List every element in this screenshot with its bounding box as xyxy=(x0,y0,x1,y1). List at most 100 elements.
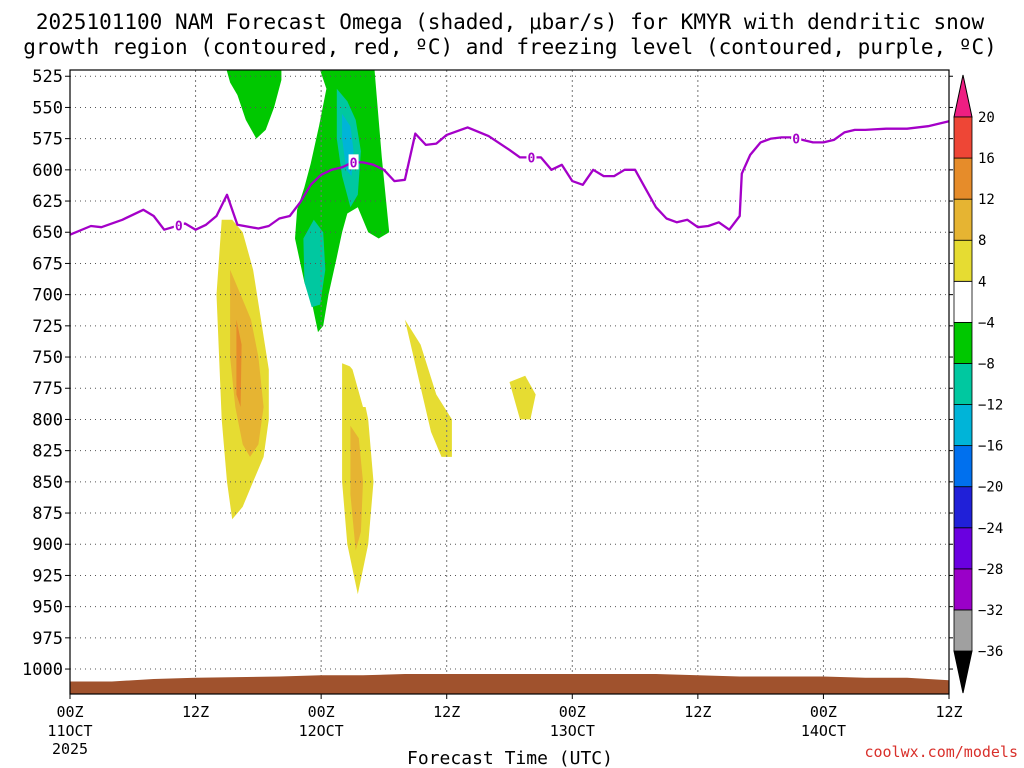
omega-region-20 xyxy=(226,70,282,139)
colorbar: −36 −32 −28 −24 −20 −16 −12 −8 −4 4 8 12 16 20 xyxy=(953,74,1003,694)
freezing-level-label-2: 0 xyxy=(528,151,536,166)
colorbar-label--8: −8 xyxy=(978,356,995,372)
xtick-date-0: 11OCT xyxy=(47,722,92,740)
ytick-label-900: 900 xyxy=(32,535,63,555)
ytick-label-575: 575 xyxy=(32,130,63,150)
x-axis-label: Forecast Time (UTC) xyxy=(407,748,613,768)
chart-title-line-1: 2025101100 NAM Forecast Omega (shaded, μ… xyxy=(36,10,985,34)
ytick-label-775: 775 xyxy=(32,379,63,399)
colorbar-bin--28--24 xyxy=(953,527,973,570)
chart-title-line-2: growth region (contoured, red, ºC) and f… xyxy=(23,35,997,59)
omega-region-9 xyxy=(710,70,717,289)
freezing-level-layer: 0 0 0 0 xyxy=(69,120,950,236)
omega-region-1 xyxy=(122,132,196,220)
xtick-label-0: 00Z xyxy=(56,703,83,721)
ytick-label-725: 725 xyxy=(32,317,63,337)
ytick-label-550: 550 xyxy=(32,98,63,118)
ytick-label-600: 600 xyxy=(32,161,63,181)
xtick-label-60: 12Z xyxy=(684,703,711,721)
ytick-label-750: 750 xyxy=(32,348,63,368)
colorbar-label--20: −20 xyxy=(978,480,1003,496)
colorbar-label-16: 16 xyxy=(978,151,995,167)
colorbar-bin--16--12 xyxy=(953,404,973,447)
colorbar-label--28: −28 xyxy=(978,562,1003,578)
xtick-date-48: 13OCT xyxy=(550,722,595,740)
freezing-level-label-3: 0 xyxy=(792,132,800,147)
omega-region-6 xyxy=(446,481,463,557)
omega-region-18 xyxy=(300,232,405,407)
omega-region-17 xyxy=(227,101,306,220)
ytick-label-950: 950 xyxy=(32,598,63,618)
terrain-layer xyxy=(70,674,949,694)
omega-region-0 xyxy=(121,76,186,139)
colorbar-bin--20--16 xyxy=(953,445,973,488)
ytick-label-700: 700 xyxy=(32,286,63,306)
omega-region-7 xyxy=(483,506,510,582)
omega-region-19 xyxy=(467,481,573,538)
freezing-level-label-1: 0 xyxy=(350,156,358,171)
colorbar-label-20: 20 xyxy=(978,110,995,126)
colorbar-label-4: 4 xyxy=(978,274,986,290)
xtick-label-84: 12Z xyxy=(935,703,962,721)
omega-region-16 xyxy=(236,319,242,407)
omega-shading-layer xyxy=(121,70,717,645)
terrain-fill xyxy=(70,674,949,694)
freezing-label-bg-0 xyxy=(173,217,184,233)
ytick-label-875: 875 xyxy=(32,504,63,524)
omega-region-23 xyxy=(303,219,326,308)
xtick-year-0: 2025 xyxy=(52,740,88,758)
colorbar-bin-4-8 xyxy=(953,239,973,282)
xtick-label-12: 12Z xyxy=(182,703,209,721)
colorbar-bin--4-4 xyxy=(953,280,973,323)
colorbar-bin--8--4 xyxy=(953,321,973,364)
xtick-label-36: 12Z xyxy=(433,703,460,721)
colorbar-label--4: −4 xyxy=(978,315,995,331)
colorbar-bin--36--32 xyxy=(953,609,973,652)
xtick-label-48: 00Z xyxy=(559,703,586,721)
ytick-label-625: 625 xyxy=(32,192,63,212)
freezing-label-bg-3 xyxy=(791,130,802,146)
ytick-label-525: 525 xyxy=(32,67,63,87)
ytick-label-925: 925 xyxy=(32,566,63,586)
colorbar-label-8: 8 xyxy=(978,233,986,249)
colorbar-bin-12-16 xyxy=(953,157,973,200)
omega-region-5 xyxy=(425,219,625,470)
freezing-label-bg-2 xyxy=(526,149,537,165)
omega-region-8 xyxy=(540,538,552,563)
colorbar-bin--32--28 xyxy=(953,568,973,611)
xtick-label-24: 00Z xyxy=(308,703,335,721)
colorbar-under-arrow xyxy=(953,650,973,694)
omega-region-12 xyxy=(404,319,452,457)
colorbar-bin-16-20 xyxy=(953,116,973,159)
xtick-date-24: 12OCT xyxy=(299,722,344,740)
freezing-level-line xyxy=(69,120,950,236)
colorbar-label--24: −24 xyxy=(978,521,1003,537)
colorbar-label--16: −16 xyxy=(978,439,1003,455)
ytick-label-825: 825 xyxy=(32,442,63,462)
ytick-label-850: 850 xyxy=(32,473,63,493)
ytick-label-1000: 1000 xyxy=(22,660,63,680)
ytick-label-650: 650 xyxy=(32,223,63,243)
xtick-label-72: 00Z xyxy=(810,703,837,721)
ytick-label-975: 975 xyxy=(32,629,63,649)
colorbar-label--32: −32 xyxy=(978,603,1003,619)
freezing-label-bg-1 xyxy=(348,154,359,170)
grid-lines xyxy=(70,70,949,694)
ytick-label-675: 675 xyxy=(32,254,63,274)
colorbar-label--36: −36 xyxy=(978,644,1003,660)
credit-link[interactable]: coolwx.com/models xyxy=(864,743,1018,761)
freezing-level-label-0: 0 xyxy=(175,219,183,234)
omega-region-13 xyxy=(509,375,536,420)
ytick-label-800: 800 xyxy=(32,410,63,430)
colorbar-bin--12--8 xyxy=(953,363,973,405)
colorbar-bin-8-12 xyxy=(953,198,973,241)
colorbar-over-arrow xyxy=(953,74,973,118)
colorbar-bin--24--20 xyxy=(953,486,973,529)
omega-region-14 xyxy=(230,269,264,457)
xtick-date-72: 14OCT xyxy=(801,722,846,740)
colorbar-label--12: −12 xyxy=(978,398,1003,414)
plot-frame xyxy=(69,69,950,695)
y-axis-ticks: 525 550 575 600 625 650 675 700 725 750 775 800 825 8… xyxy=(22,67,953,680)
